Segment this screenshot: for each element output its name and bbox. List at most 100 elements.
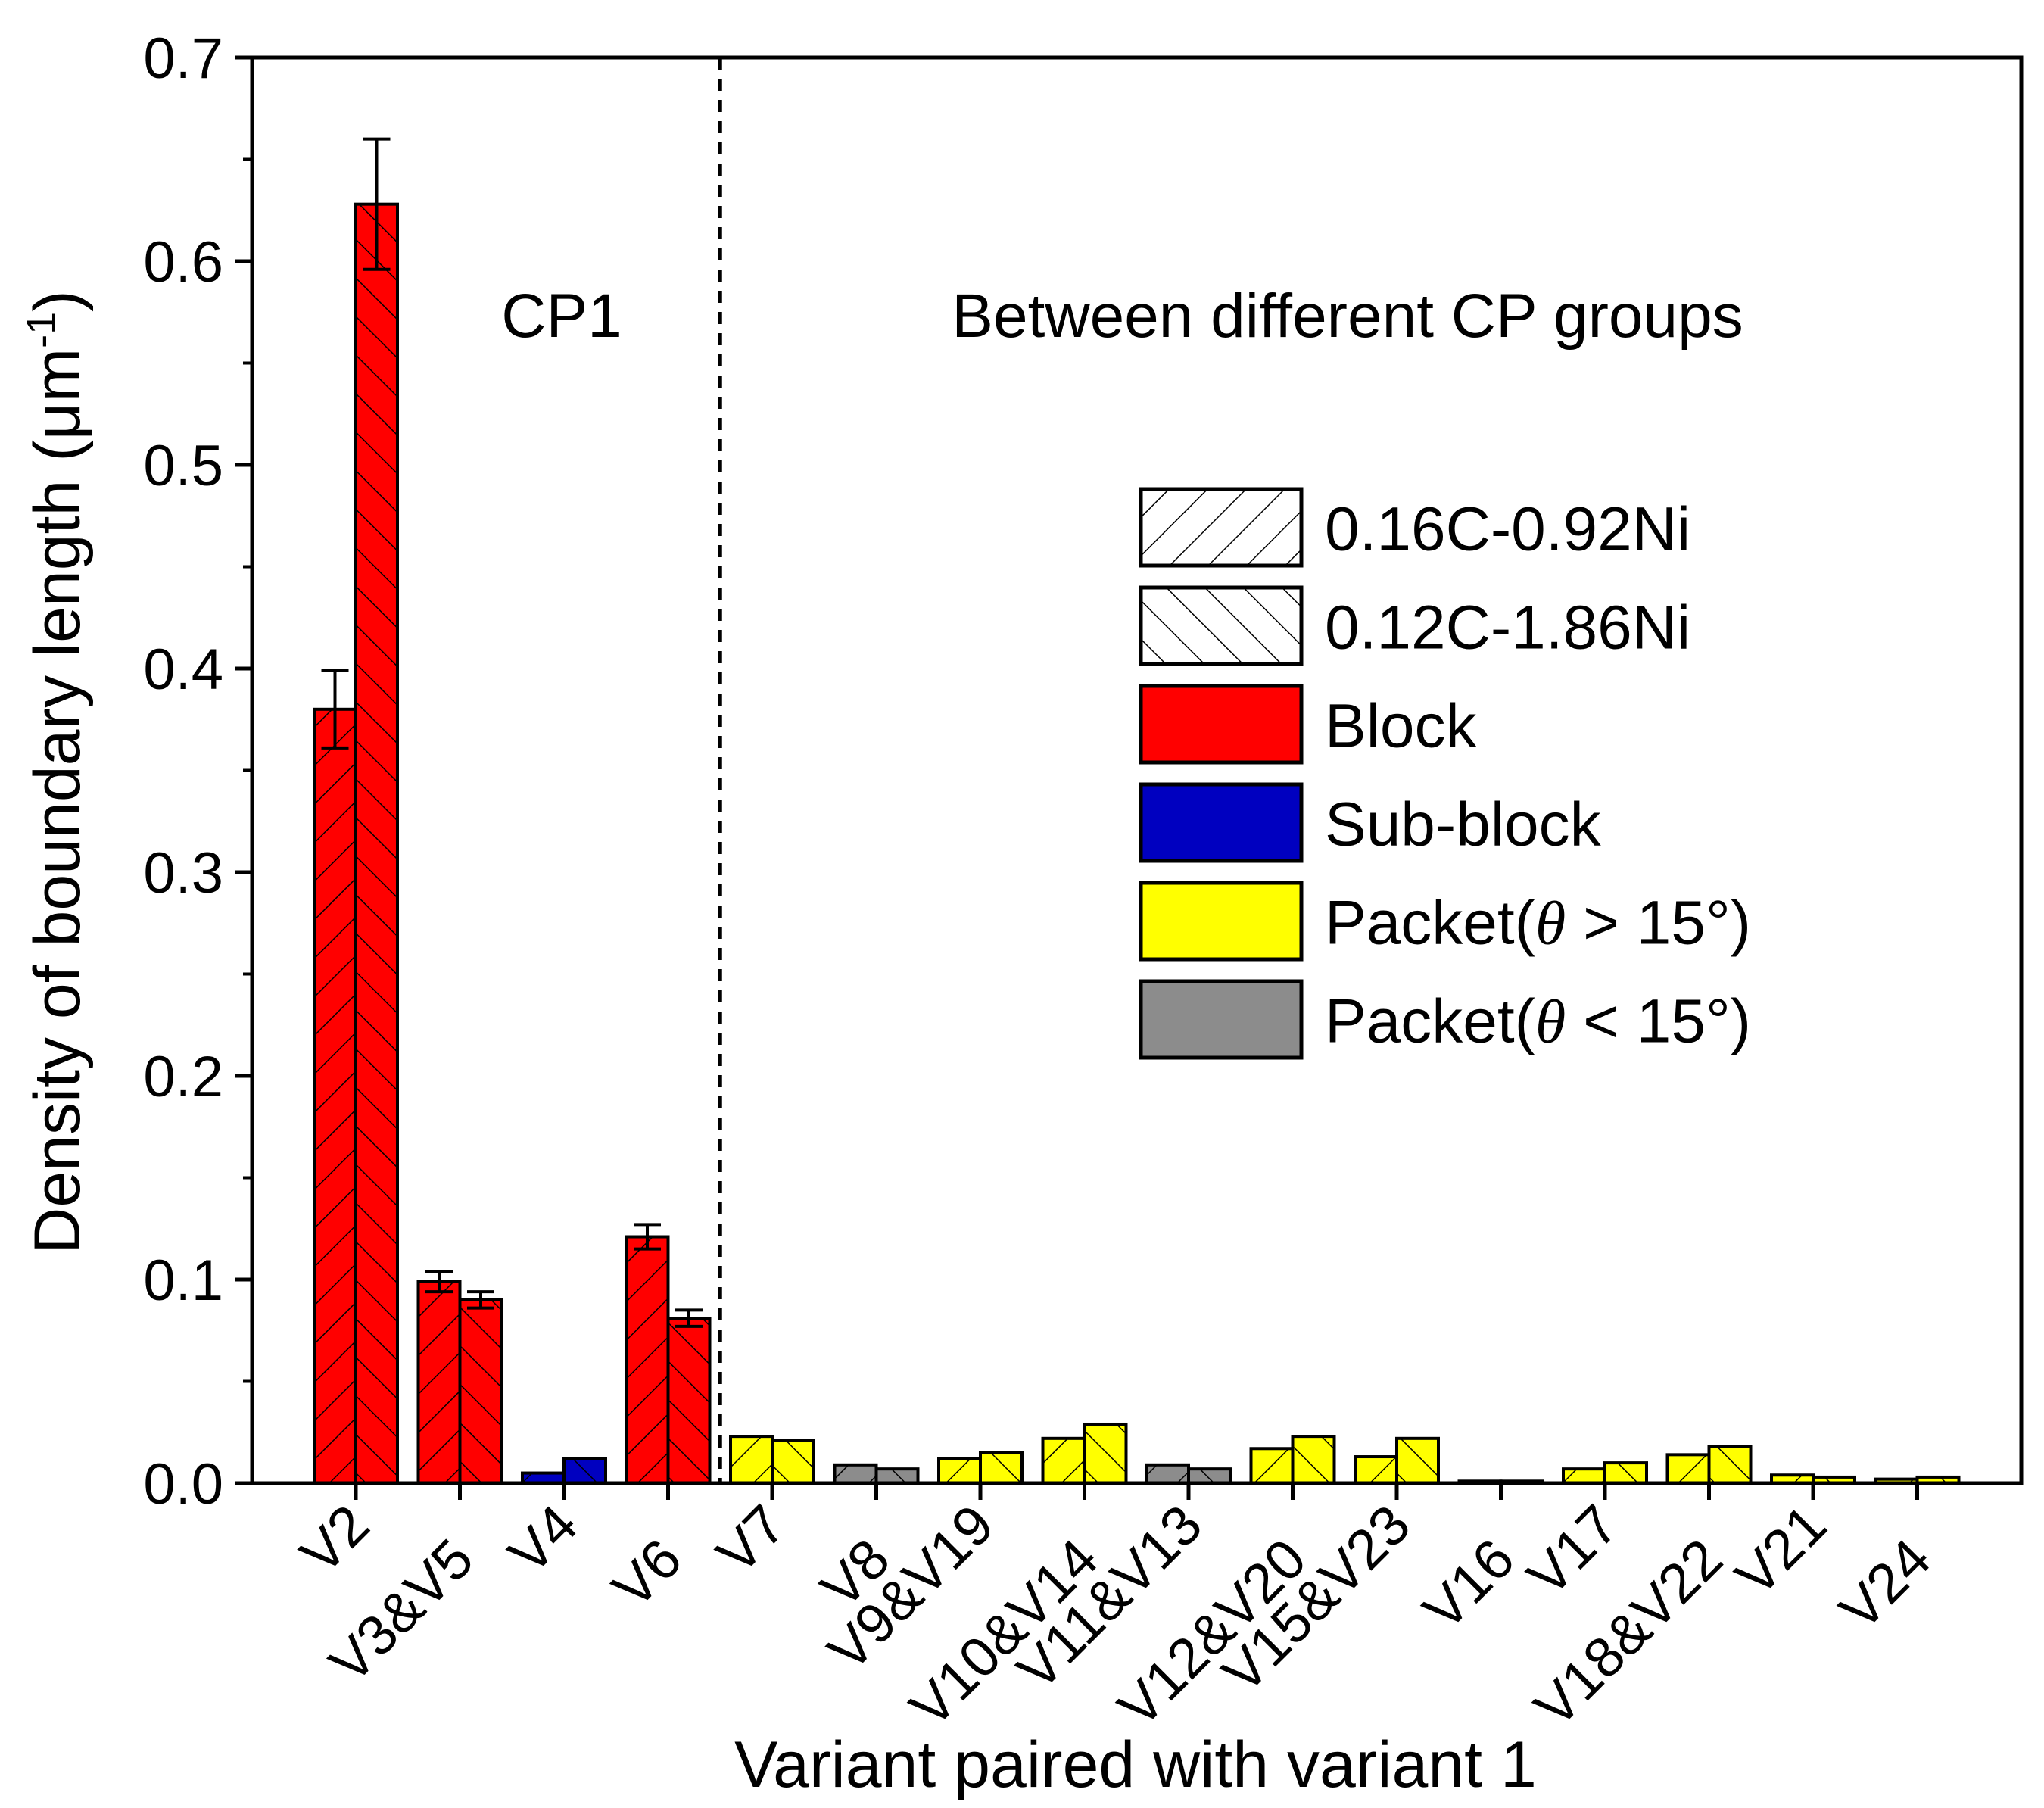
bar-outline	[1395, 1436, 1440, 1485]
bar-v8-series-2	[874, 1467, 920, 1485]
y-tick-label: 0.3	[143, 841, 223, 906]
y-axis: 0.0 0.1 0.2 0.3 0.4 0.5 0.6 0.7	[143, 26, 252, 1517]
bar-outline	[1145, 1463, 1190, 1485]
bar-v12-v20-series-2	[1291, 1435, 1336, 1485]
annotation-between-cp-groups: Between different CP groups	[952, 282, 1743, 351]
bar-outline	[1041, 1436, 1086, 1485]
bar-v2-series-1	[313, 707, 357, 1485]
bar-outline	[416, 1280, 462, 1485]
y-axis-title-sup: -1	[19, 312, 64, 348]
error-bar-v3-v5-series-1	[425, 1270, 453, 1294]
error-bar-v2-series-2	[363, 137, 391, 271]
legend-swatch	[1139, 782, 1304, 863]
bar-outline	[562, 1457, 607, 1485]
bar-v10-v14-series-1	[1041, 1436, 1086, 1485]
bar-outline	[771, 1439, 815, 1485]
bar-outline	[1187, 1467, 1232, 1485]
legend-swatch	[1139, 979, 1304, 1060]
legend-swatch	[1139, 585, 1304, 666]
legend-swatch	[1139, 881, 1304, 962]
bar-v3-v5-series-2	[458, 1298, 503, 1485]
legend-swatch	[1139, 487, 1304, 568]
bar-v17-series-1	[1562, 1467, 1606, 1485]
bar-v6-series-2	[666, 1317, 712, 1485]
bar-v18-v22-series-1	[1665, 1453, 1711, 1485]
bar-v7-series-1	[729, 1435, 774, 1485]
bars-layer	[313, 202, 1961, 1485]
error-bar-v6-series-2	[675, 1308, 703, 1328]
error-bar-v6-series-1	[634, 1223, 661, 1251]
legend-item-packet-15: Packet(θ > 15°)	[1139, 881, 1751, 962]
y-axis-title-main: Density of boundary length (	[21, 440, 94, 1255]
bar-outline	[833, 1463, 878, 1485]
bar-v4-series-2	[562, 1457, 607, 1485]
legend-label: 0.12C-1.86Ni	[1325, 594, 1690, 662]
bar-outline	[874, 1467, 920, 1485]
bar-outline	[1562, 1467, 1606, 1485]
legend-item-sub-block: Sub-block	[1139, 782, 1602, 863]
bar-v15-v23-series-1	[1354, 1455, 1398, 1485]
legend-item-block: Block	[1139, 684, 1478, 765]
bar-outline	[458, 1298, 503, 1485]
x-tick-label-v21: V21	[1724, 1493, 1839, 1608]
y-tick-label: 0.6	[143, 230, 223, 295]
x-tick-label-v16: V16	[1411, 1527, 1526, 1642]
legend-swatch-fill	[1141, 784, 1301, 861]
bar-outline	[979, 1451, 1024, 1485]
bar-v18-v22-series-2	[1707, 1445, 1753, 1485]
bar-v8-series-1	[833, 1463, 878, 1485]
bar-v11-v13-series-1	[1145, 1463, 1190, 1485]
y-axis-title: Density of boundary length (μm-1)	[19, 290, 94, 1255]
bar-v15-v23-series-2	[1395, 1436, 1440, 1485]
x-tick-label-v7: V7	[705, 1493, 798, 1586]
legend-swatch-fill	[1141, 686, 1301, 762]
bar-v12-v20-series-1	[1249, 1447, 1295, 1485]
y-tick-label: 0.1	[143, 1248, 223, 1313]
bar-outline	[1603, 1461, 1648, 1485]
y-axis-title-end: )	[21, 290, 94, 312]
y-tick-label: 0.2	[143, 1045, 223, 1109]
legend-swatch-fill	[1141, 883, 1301, 959]
error-bars-layer	[321, 137, 703, 1328]
bar-v10-v14-series-2	[1083, 1422, 1128, 1485]
y-tick-label: 0.4	[143, 637, 223, 702]
y-tick-label: 0.5	[143, 434, 223, 498]
legend-label: Sub-block	[1325, 790, 1602, 859]
bar-outline	[1707, 1445, 1753, 1485]
bar-outline	[313, 707, 357, 1485]
bar-outline	[1665, 1453, 1711, 1485]
x-tick-label-v4: V4	[497, 1493, 590, 1586]
error-bar-v3-v5-series-2	[467, 1290, 494, 1310]
plot-frame	[250, 55, 2024, 1485]
x-tick-label-v17: V17	[1516, 1493, 1631, 1608]
x-axis-title: Variant paired with variant 1	[734, 1729, 1537, 1801]
bar-outline	[666, 1317, 712, 1485]
bar-v9-v19-series-2	[979, 1451, 1024, 1485]
bar-v6-series-1	[625, 1235, 670, 1485]
bar-outline	[1354, 1455, 1398, 1485]
legend-label: Packet(θ > 15°)	[1325, 889, 1751, 958]
bar-v17-series-2	[1603, 1461, 1648, 1485]
legend-item-packet-15: Packet(θ < 15°)	[1139, 979, 1751, 1060]
x-tick-label-v24: V24	[1827, 1527, 1943, 1642]
x-tick-label-v2: V2	[288, 1493, 382, 1586]
bar-outline	[729, 1435, 774, 1485]
bar-v3-v5-series-1	[416, 1280, 462, 1485]
legend-item-0-16c-0-92ni: 0.16C-0.92Ni	[1139, 487, 1690, 568]
bar-outline	[1291, 1435, 1336, 1485]
legend-label: 0.16C-0.92Ni	[1325, 495, 1690, 564]
bar-v11-v13-series-2	[1187, 1467, 1232, 1485]
legend-item-0-12c-1-86ni: 0.12C-1.86Ni	[1139, 585, 1690, 666]
y-axis-title-unit: μm	[21, 348, 94, 440]
legend-swatch	[1139, 684, 1304, 765]
legend-label: Block	[1325, 692, 1478, 761]
bar-outline	[1083, 1422, 1128, 1485]
bar-v9-v19-series-1	[937, 1457, 982, 1485]
x-tick-label-v6: V6	[600, 1527, 693, 1620]
error-bar-v2-series-1	[321, 669, 349, 750]
bar-v2-series-2	[354, 202, 399, 1485]
bar-outline	[625, 1235, 670, 1485]
bar-outline	[1249, 1447, 1295, 1485]
